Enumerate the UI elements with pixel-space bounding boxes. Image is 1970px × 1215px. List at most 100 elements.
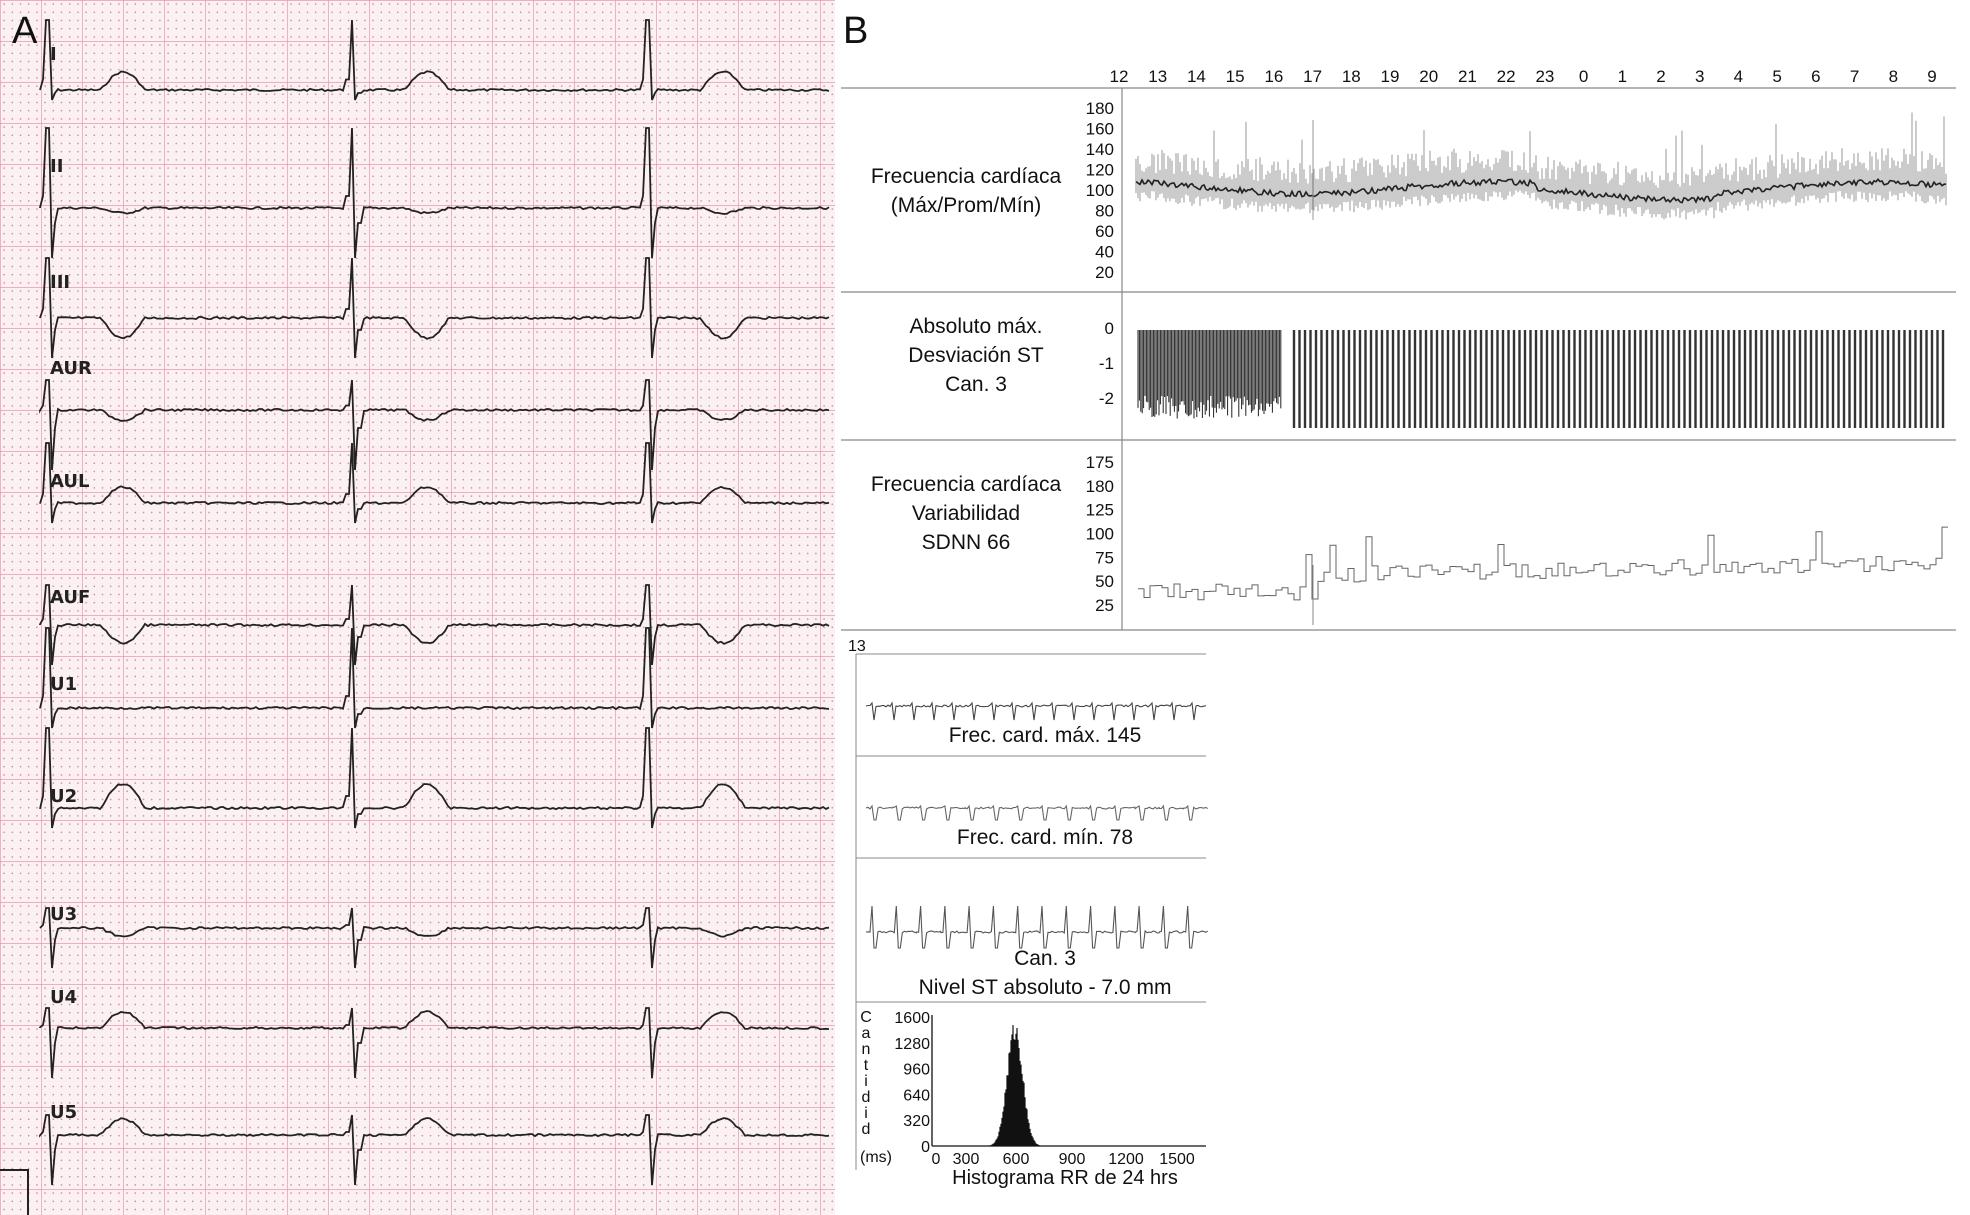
histogram-y-label-letter: d [862,1089,871,1106]
hour-tick-label: 7 [1850,67,1859,86]
y-tick-label: 75 [1095,548,1114,567]
ecg-lead-label: U5 [50,1102,77,1123]
hour-tick-label: 22 [1497,67,1516,86]
ecg-lead-trace [39,627,830,729]
min-hr-caption: Frec. card. mín. 78 [956,826,1134,849]
panel-label-b: B [843,10,869,52]
histogram-title: Histograma RR de 24 hrs [952,1167,1178,1189]
histogram-y-tick: 0 [921,1139,930,1156]
ecg-lead-label: U4 [50,987,77,1008]
max-hr-strip-trace [865,701,1207,721]
hour-tick-label: 8 [1889,67,1898,86]
hour-tick-label: 5 [1772,67,1781,86]
y-tick-label: 60 [1095,222,1114,241]
histogram-y-tick: 1600 [894,1010,930,1027]
strip-start-hour: 13 [848,638,866,655]
ecg-lead-label: AUL [50,471,89,492]
y-tick-label: -1 [1099,354,1114,373]
ecg-lead-label: AUR [50,358,92,379]
y-tick-label: 160 [1086,120,1114,139]
histogram-y-tick: 640 [903,1087,930,1104]
st-y-axis: 0 -1 -2 [1099,319,1114,408]
hrv-trend [1138,526,1948,625]
hour-tick-label: 2 [1656,67,1665,86]
histogram-y-label-letter: t [864,1057,869,1074]
histogram-y-tick: 960 [903,1062,930,1079]
hour-tick-label: 21 [1458,67,1477,86]
st-deviation-trend [1137,330,1945,428]
histogram-y-label-letter: d [862,1121,871,1138]
hour-tick-label: 17 [1303,67,1322,86]
histogram-y-label-letter: n [862,1041,871,1058]
histogram-bars [989,1025,1041,1146]
histogram-x-tick: 0 [932,1151,941,1168]
ecg-lead-trace [39,442,830,524]
ecg-lead-trace [39,257,830,359]
hour-axis: 12 13 14 15 16 17 18 19 20 21 22 23 0 1 2 3 4 5 6 7 8 9 [1110,67,1937,86]
ecg-lead-label: III [50,272,70,293]
ecg-lead-trace [39,19,830,101]
histogram-x-tick: 1500 [1159,1151,1195,1168]
y-tick-label: 140 [1086,140,1114,159]
y-tick-label: 180 [1086,477,1114,496]
histogram-x-tick: 600 [1003,1151,1030,1168]
ecg-traces [39,19,830,1186]
hour-tick-label: 14 [1187,67,1206,86]
y-tick-label: 25 [1095,596,1114,615]
heart-rate-trend [1135,112,1947,220]
histogram-x-tick: 300 [953,1151,980,1168]
hour-tick-label: 13 [1148,67,1167,86]
hour-tick-label: 12 [1110,67,1129,86]
y-tick-label: 125 [1086,501,1114,520]
ecg-lead-trace [39,1114,830,1186]
hour-tick-label: 3 [1695,67,1704,86]
hour-tick-label: 4 [1734,67,1743,86]
min-hr-strip-trace [865,804,1208,821]
histogram-y-label-letter: i [864,1105,868,1122]
ecg-lead-label: II [50,156,63,177]
y-tick-label: 180 [1086,99,1114,118]
ecg-lead-trace [39,1007,830,1079]
histogram-y-tick: 320 [903,1113,930,1130]
hour-tick-label: 15 [1226,67,1245,86]
hour-tick-label: 20 [1419,67,1438,86]
histogram-y-label-letter: a [862,1025,871,1042]
y-tick-label: 120 [1086,161,1114,180]
y-tick-label: 175 [1086,453,1114,472]
ecg-lead-label: U1 [50,674,77,695]
hour-tick-label: 16 [1264,67,1283,86]
hour-tick-label: 1 [1618,67,1627,86]
y-tick-label: 40 [1095,243,1114,262]
hrv-y-axis: 175 180 125 100 75 50 25 [1086,453,1114,615]
max-hr-caption: Frec. card. máx. 145 [948,724,1142,747]
ecg-lead-trace [39,584,830,666]
y-tick-label: 0 [1105,319,1114,338]
histogram-x-tick: 1200 [1108,1151,1144,1168]
ecg-lead-trace [39,127,830,259]
y-tick-label: 50 [1095,572,1114,591]
ecg-lead-label: U2 [50,786,77,807]
holter-trends: 12 13 14 15 16 17 18 19 20 21 22 23 0 1 2 3 4 5 6 7 8 9 18016… [841,67,1956,631]
histogram-y-label-letter: i [864,1073,868,1090]
y-tick-label: 100 [1086,181,1114,200]
hour-tick-label: 23 [1535,67,1554,86]
hrv-section-label: Frecuencia cardíaca Variabilidad SDNN 66 [870,473,1062,554]
y-tick-label: 80 [1095,202,1114,221]
histogram-y-label-letter: C [860,1009,872,1026]
ecg-strips: 13 1600 1280 960 640 320 0 0 300 600 900 1200 1500… [848,638,1208,1170]
st-level-strip-trace [865,905,1208,949]
histogram-y-tick: 1280 [894,1036,930,1053]
ecg-lead-trace [39,907,830,969]
hour-tick-label: 18 [1342,67,1361,86]
y-tick-label: 100 [1086,525,1114,544]
histogram-x-tick: 900 [1059,1151,1086,1168]
panel-label-a: A [12,10,38,52]
ecg-lead-label: AUF [50,587,90,608]
hour-tick-label: 6 [1811,67,1820,86]
ecg-lead-label: I [50,44,57,65]
hour-tick-label: 19 [1381,67,1400,86]
rr-histogram: 1600 1280 960 640 320 0 0 300 600 900 1200 1500 Ca… [860,1009,1206,1168]
st-section-label: Absoluto máx. Desviación ST Can. 3 [908,315,1044,396]
hr-section-label: Frecuencia cardíaca (Máx/Prom/Mín) [870,165,1062,217]
